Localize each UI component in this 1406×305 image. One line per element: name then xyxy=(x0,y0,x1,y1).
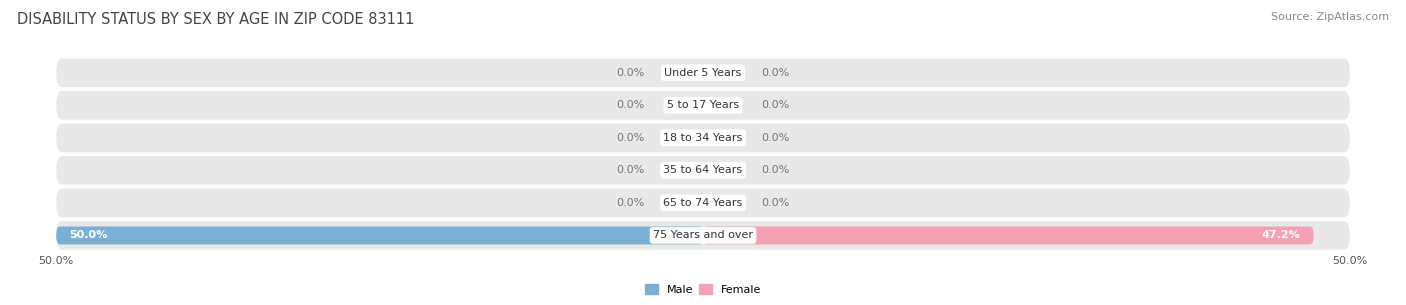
FancyBboxPatch shape xyxy=(56,227,703,244)
Text: 50.0%: 50.0% xyxy=(69,231,107,240)
FancyBboxPatch shape xyxy=(56,59,1350,87)
Legend: Male, Female: Male, Female xyxy=(640,280,766,299)
FancyBboxPatch shape xyxy=(703,227,1313,244)
Text: 18 to 34 Years: 18 to 34 Years xyxy=(664,133,742,143)
Text: Under 5 Years: Under 5 Years xyxy=(665,68,741,78)
Text: 35 to 64 Years: 35 to 64 Years xyxy=(664,165,742,175)
Text: 65 to 74 Years: 65 to 74 Years xyxy=(664,198,742,208)
Text: Source: ZipAtlas.com: Source: ZipAtlas.com xyxy=(1271,12,1389,22)
Text: 0.0%: 0.0% xyxy=(617,100,645,110)
FancyBboxPatch shape xyxy=(56,221,1350,250)
Text: 0.0%: 0.0% xyxy=(617,68,645,78)
FancyBboxPatch shape xyxy=(56,91,1350,120)
Text: 47.2%: 47.2% xyxy=(1261,231,1301,240)
Text: 0.0%: 0.0% xyxy=(761,165,789,175)
Text: 0.0%: 0.0% xyxy=(761,68,789,78)
FancyBboxPatch shape xyxy=(56,124,1350,152)
FancyBboxPatch shape xyxy=(56,156,1350,185)
Text: 0.0%: 0.0% xyxy=(617,133,645,143)
Text: 0.0%: 0.0% xyxy=(617,165,645,175)
Text: 0.0%: 0.0% xyxy=(761,100,789,110)
FancyBboxPatch shape xyxy=(56,188,1350,217)
Text: 0.0%: 0.0% xyxy=(617,198,645,208)
Text: 5 to 17 Years: 5 to 17 Years xyxy=(666,100,740,110)
Text: 0.0%: 0.0% xyxy=(761,133,789,143)
Text: 75 Years and over: 75 Years and over xyxy=(652,231,754,240)
Text: 0.0%: 0.0% xyxy=(761,198,789,208)
Text: DISABILITY STATUS BY SEX BY AGE IN ZIP CODE 83111: DISABILITY STATUS BY SEX BY AGE IN ZIP C… xyxy=(17,12,415,27)
